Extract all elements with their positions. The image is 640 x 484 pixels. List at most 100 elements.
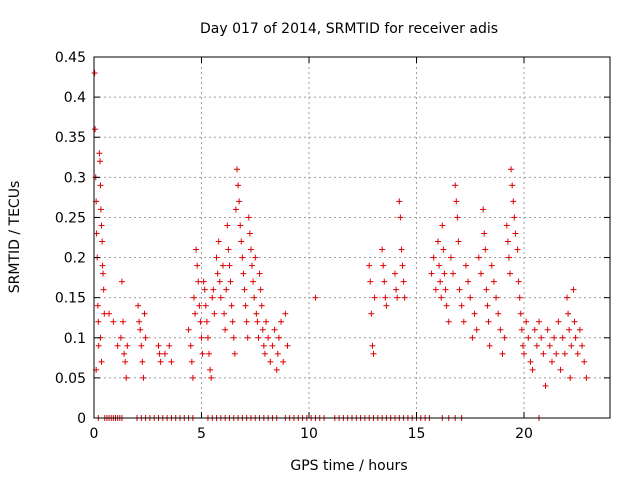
- data-point: [440, 246, 447, 253]
- data-point: [484, 302, 491, 309]
- data-point: [110, 318, 117, 325]
- data-point: [106, 310, 113, 317]
- data-point: [155, 342, 162, 349]
- data-point: [445, 318, 452, 325]
- data-point: [428, 270, 435, 277]
- data-point: [452, 182, 459, 189]
- data-point: [509, 182, 516, 189]
- data-point: [254, 318, 261, 325]
- y-tick-label: 0.4: [64, 90, 86, 106]
- data-point: [199, 350, 206, 357]
- data-point: [198, 334, 205, 341]
- data-point: [216, 278, 223, 285]
- data-point: [368, 310, 375, 317]
- data-point: [91, 70, 98, 77]
- x-axis-label: GPS time / hours: [290, 458, 407, 474]
- data-point: [430, 254, 437, 261]
- data-point: [232, 206, 239, 213]
- data-point: [161, 350, 168, 357]
- data-point: [250, 278, 257, 285]
- y-tick-label: 0.45: [55, 50, 86, 66]
- data-point: [235, 182, 242, 189]
- data-point: [188, 358, 195, 365]
- data-point: [441, 270, 448, 277]
- data-point: [230, 334, 237, 341]
- data-point: [523, 318, 530, 325]
- data-point: [559, 334, 566, 341]
- data-point: [499, 350, 506, 357]
- data-point: [508, 166, 515, 173]
- data-point: [447, 254, 454, 261]
- data-point: [495, 310, 502, 317]
- data-point: [546, 342, 553, 349]
- x-tick-label: 20: [515, 426, 533, 442]
- data-point: [157, 358, 164, 365]
- data-point: [185, 326, 192, 333]
- data-point: [202, 302, 209, 309]
- data-point: [253, 310, 260, 317]
- data-point: [518, 326, 525, 333]
- data-point: [261, 350, 268, 357]
- data-point: [366, 262, 373, 269]
- data-point: [488, 262, 495, 269]
- data-point: [454, 214, 461, 221]
- axis-ticks: 0 5 10 15 20 0 0.05 0.1 0.15 0.2 0.25 0.3 0.35 0.4 0.4…: [55, 50, 610, 442]
- data-point: [555, 318, 562, 325]
- data-point: [224, 222, 231, 229]
- data-point: [458, 302, 465, 309]
- data-point: [505, 254, 512, 261]
- data-point: [95, 342, 102, 349]
- data-point: [432, 286, 439, 293]
- data-point: [189, 374, 196, 381]
- data-point: [568, 342, 575, 349]
- data-point: [482, 246, 489, 253]
- data-point: [236, 198, 243, 205]
- data-point: [583, 374, 590, 381]
- data-point: [240, 270, 247, 277]
- data-point: [284, 342, 291, 349]
- data-point: [237, 222, 244, 229]
- data-point: [94, 302, 101, 309]
- data-point: [192, 310, 199, 317]
- data-point: [367, 278, 374, 285]
- data-point: [467, 294, 474, 301]
- data-point: [538, 334, 545, 341]
- data-point: [490, 278, 497, 285]
- x-tick-label: 15: [408, 426, 426, 442]
- data-point: [214, 270, 221, 277]
- data-point: [382, 294, 389, 301]
- y-tick-label: 0.1: [64, 331, 86, 347]
- grid: [94, 57, 610, 418]
- data-point: [243, 318, 250, 325]
- data-point: [195, 278, 202, 285]
- data-point: [455, 238, 462, 245]
- y-tick-label: 0.3: [64, 170, 86, 186]
- data-point: [168, 358, 175, 365]
- data-point: [210, 286, 217, 293]
- data-point: [271, 326, 278, 333]
- data-point: [238, 238, 245, 245]
- data-point: [252, 254, 259, 261]
- data-point: [548, 358, 555, 365]
- data-point: [531, 326, 538, 333]
- data-point: [565, 310, 572, 317]
- data-point: [98, 222, 105, 229]
- y-tick-label: 0: [77, 411, 86, 427]
- data-point: [533, 342, 540, 349]
- data-point: [99, 262, 106, 269]
- data-point: [516, 294, 523, 301]
- data-point: [581, 358, 588, 365]
- y-tick-label: 0.2: [64, 251, 86, 267]
- data-point: [275, 334, 282, 341]
- data-point: [442, 286, 449, 293]
- data-point: [501, 334, 508, 341]
- data-point: [521, 350, 527, 357]
- data-point: [209, 294, 216, 301]
- y-tick-label: 0.15: [55, 291, 86, 307]
- plot-frame: [93, 56, 611, 419]
- data-point: [142, 334, 149, 341]
- data-point: [228, 302, 235, 309]
- data-point: [436, 262, 443, 269]
